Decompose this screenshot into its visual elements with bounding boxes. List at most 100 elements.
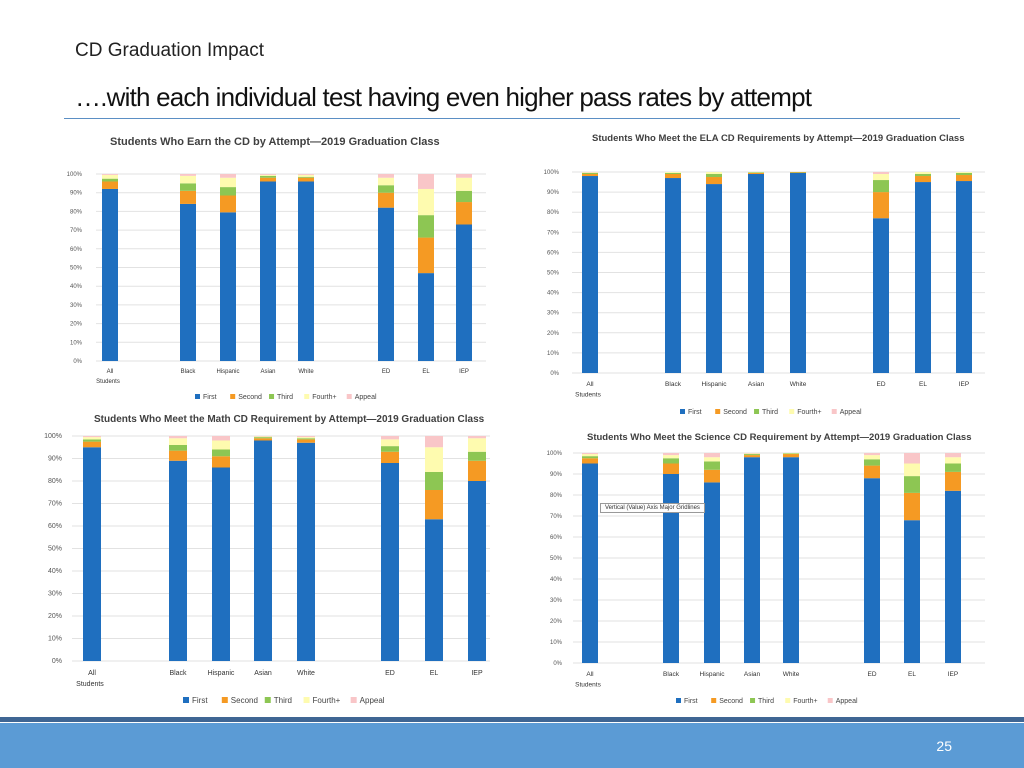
bar-segment-appeal-white [298, 174, 314, 175]
bar-segment-first-black [169, 460, 187, 661]
bar-segment-second-iep [468, 460, 486, 481]
bar-segment-fourth-black [180, 175, 196, 184]
legend-swatch-second [711, 698, 717, 703]
bar-segment-third-black [663, 458, 679, 464]
bar-segment-first-hispanic [706, 184, 722, 373]
legend-label: Appeal [836, 698, 858, 705]
legend-swatch-appeal [831, 409, 837, 414]
y-tick-label: 70% [48, 501, 62, 508]
bar-segment-fourth-asian [744, 453, 760, 455]
legend-label: Fourth+ [793, 698, 817, 705]
y-tick-label: 50% [550, 556, 563, 562]
bar-segment-fourth-ed [378, 177, 394, 186]
y-tick-label: 90% [547, 190, 560, 196]
bar-segment-first-el [418, 273, 434, 361]
heading-divider [64, 118, 960, 119]
y-tick-label: 50% [70, 266, 83, 272]
x-tick-label: White [297, 670, 315, 677]
x-tick-label: ED [867, 671, 876, 678]
bar-segment-fourth-black [169, 438, 187, 445]
bar-segment-first-white [297, 442, 315, 661]
bar-segment-third-asian [748, 172, 764, 174]
legend-label: First [203, 394, 217, 401]
bar-segment-third-hispanic [704, 461, 720, 470]
bar-segment-first-asian [748, 174, 764, 373]
y-tick-label: 0% [73, 359, 82, 365]
bar-segment-appeal-el [418, 174, 434, 189]
bar-segment-fourth-iep [945, 457, 961, 464]
bar-segment-second-ed [864, 465, 880, 479]
bar-segment-third-all-students [83, 439, 101, 442]
bar-segment-first-white [298, 181, 314, 361]
bar-segment-third-ed [864, 459, 880, 466]
x-tick-label: EL [919, 381, 927, 388]
bar-segment-third-ed [381, 446, 399, 452]
bar-segment-second-el [904, 492, 920, 521]
legend-swatch-fourth [304, 394, 310, 399]
bar-segment-first-iep [456, 224, 472, 361]
chart-title: Students Who Earn the CD by Attempt—2019… [110, 136, 440, 148]
legend-label: Appeal [840, 409, 862, 416]
bar-segment-second-asian [748, 173, 764, 175]
y-tick-label: 80% [70, 209, 83, 215]
x-tick-label: IEP [959, 381, 969, 388]
bar-segment-second-white [297, 439, 315, 443]
y-tick-label: 70% [547, 230, 560, 236]
y-tick-label: 0% [550, 371, 559, 377]
y-tick-label: 60% [70, 247, 83, 253]
legend-swatch-third [264, 697, 271, 703]
y-tick-label: 40% [547, 291, 560, 297]
bar-segment-second-ed [873, 192, 889, 219]
y-tick-label: 80% [48, 478, 62, 485]
footer-accent-line [0, 717, 1024, 722]
legend-label: First [684, 698, 698, 705]
bar-segment-fourth-ed [381, 439, 399, 447]
bar-segment-first-asian [254, 440, 272, 661]
y-tick-label: 80% [550, 493, 563, 499]
bar-segment-first-iep [956, 181, 972, 373]
x-tick-label: Black [181, 369, 197, 375]
y-tick-label: 10% [547, 351, 560, 357]
bar-segment-fourth-ed [873, 174, 889, 181]
y-tick-label: 0% [52, 658, 62, 665]
bar-segment-appeal-hispanic [212, 436, 230, 441]
y-tick-label: 50% [48, 546, 62, 553]
bar-segment-first-black [180, 203, 196, 361]
legend-swatch-appeal [346, 394, 352, 399]
bar-segment-fourth-hispanic [704, 457, 720, 462]
bar-segment-first-asian [744, 457, 760, 663]
bar-segment-third-hispanic [212, 449, 230, 457]
slide-heading: ….with each individual test having even … [75, 82, 812, 112]
y-tick-label: 100% [67, 172, 83, 178]
bar-segment-second-asian [254, 438, 272, 441]
bar-segment-third-white [783, 453, 799, 455]
bar-segment-first-all-students [102, 188, 118, 361]
legend-label: Fourth+ [312, 394, 336, 401]
bar-segment-third-black [180, 183, 196, 191]
bar-segment-first-black [663, 474, 679, 663]
bar-segment-second-hispanic [220, 195, 236, 213]
bar-segment-second-black [169, 450, 187, 461]
legend-label: First [192, 696, 208, 705]
x-tick-label: Hispanic [208, 670, 235, 677]
bar-segment-first-ed [381, 463, 399, 661]
bar-segment-fourth-el [915, 172, 931, 175]
bar-segment-fourth-el [425, 447, 443, 472]
bar-segment-first-el [425, 519, 443, 661]
legend-label: Appeal [355, 394, 377, 401]
bar-segment-third-ed [378, 185, 394, 193]
bar-segment-appeal-all-students [582, 453, 598, 455]
bar-segment-fourth-asian [260, 174, 276, 176]
legend-swatch-first [680, 409, 685, 414]
x-tick-label: Black [169, 670, 187, 677]
bar-segment-first-iep [468, 481, 486, 661]
bar-segment-appeal-el [904, 453, 920, 464]
bar-segment-second-white [783, 454, 799, 458]
x-tick-label: Black [663, 671, 680, 678]
bar-segment-appeal-white [297, 436, 315, 438]
legend-label: Second [238, 394, 262, 401]
x-tick-label: EL [908, 671, 916, 678]
legend-swatch-second [715, 409, 721, 414]
y-tick-label: 70% [550, 514, 563, 520]
